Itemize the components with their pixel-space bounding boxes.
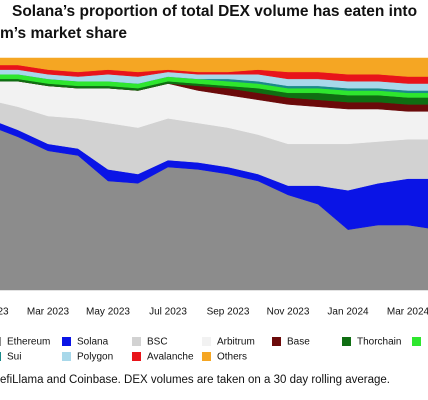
legend-marker bbox=[202, 337, 211, 346]
legend-marker bbox=[0, 337, 1, 346]
x-tick-label: Mar 2023 bbox=[27, 307, 70, 318]
legend-marker bbox=[0, 352, 1, 361]
legend-marker bbox=[132, 352, 141, 361]
legend-marker bbox=[132, 337, 141, 346]
x-tick-label: Sep 2023 bbox=[207, 307, 250, 318]
legend-label: Base bbox=[287, 337, 310, 348]
legend-label: Sui bbox=[7, 352, 21, 363]
legend-marker bbox=[342, 337, 351, 346]
legend-label: BSC bbox=[147, 337, 168, 348]
x-tick-label: May 2023 bbox=[86, 307, 130, 318]
legend-label: Thorchain bbox=[357, 337, 401, 348]
footer: efiLlama and Coinbase. DEX volumes are t… bbox=[0, 374, 390, 386]
x-tick-label: Jan 2023 bbox=[0, 307, 9, 318]
x-tick-label: Nov 2023 bbox=[267, 307, 310, 318]
legend-label: Avalanche bbox=[147, 352, 194, 363]
chart-title: m’s market share bbox=[0, 25, 127, 42]
x-tick-label: Jan 2024 bbox=[327, 307, 369, 318]
chart-title: Solana’s proportion of total DEX volume … bbox=[12, 3, 417, 20]
legend-marker bbox=[412, 337, 421, 346]
legend-marker bbox=[272, 337, 281, 346]
area bbox=[0, 57, 428, 77]
x-tick-label: Mar 2024 bbox=[387, 307, 428, 318]
legend-label: Solana bbox=[77, 337, 109, 348]
legend-marker bbox=[202, 352, 211, 361]
legend-label: Ethereum bbox=[7, 337, 50, 348]
legend-marker bbox=[62, 352, 71, 361]
legend-label: Polygon bbox=[77, 352, 113, 363]
legend-label: Others bbox=[217, 352, 247, 363]
legend-marker bbox=[62, 337, 71, 346]
x-tick-label: Jul 2023 bbox=[149, 307, 187, 318]
legend-label: Arbitrum bbox=[217, 337, 255, 348]
